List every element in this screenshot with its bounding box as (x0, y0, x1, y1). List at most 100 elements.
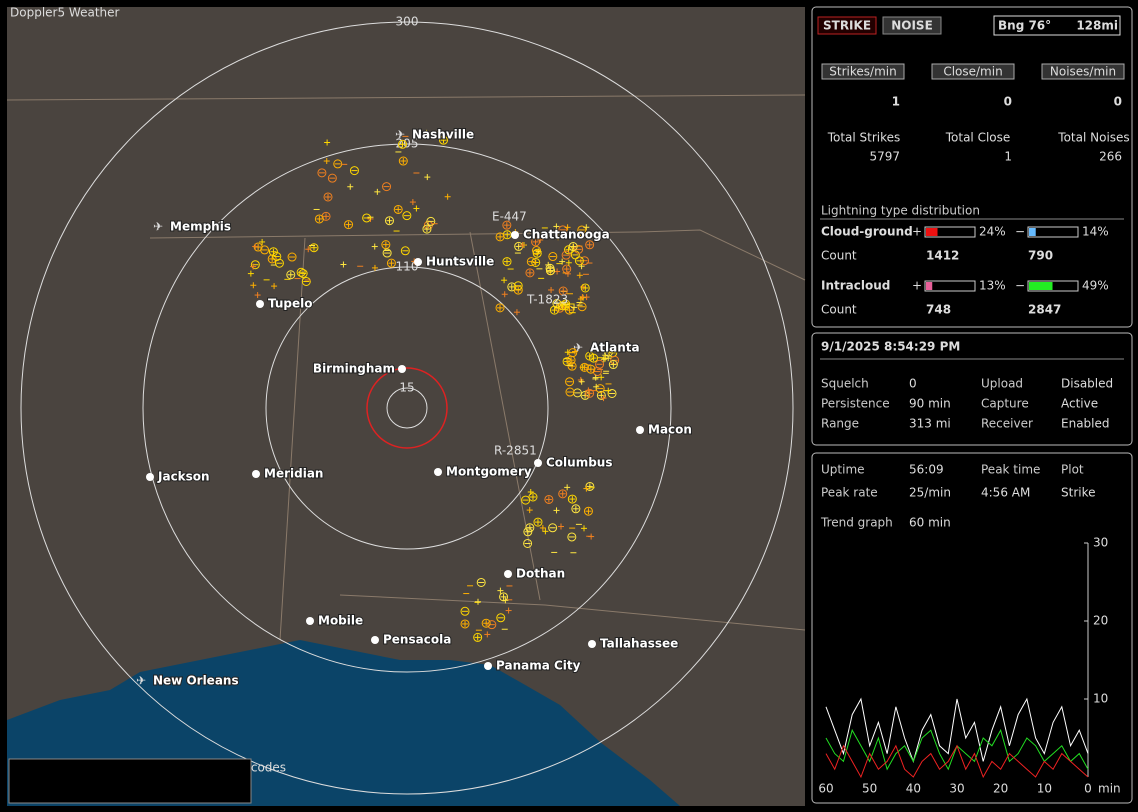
distance: 128mi (1076, 19, 1118, 33)
count-value: 790 (1028, 249, 1053, 263)
x-tick-label: 10 (1037, 782, 1052, 796)
strike-symbol (568, 242, 578, 252)
settings-panel (811, 332, 1133, 446)
x-tick-label: 30 (949, 782, 964, 796)
strike-symbol (523, 538, 533, 548)
city-label: Pensacola (383, 633, 451, 647)
strike-symbol (585, 240, 595, 250)
strike-symbol (495, 303, 505, 313)
sign: − (1015, 225, 1025, 239)
strike-tag: T-1823 (526, 293, 568, 307)
y-tick-label: 30 (1093, 536, 1108, 550)
city-label: Chattanooga (523, 228, 610, 242)
city-dot (252, 470, 260, 478)
strike-symbol (323, 192, 333, 202)
pct-label: 49% (1082, 279, 1109, 293)
y-tick-label: 10 (1093, 692, 1108, 706)
total-label: Total Close (945, 131, 1011, 145)
sign: + (912, 225, 922, 239)
strike-symbol (250, 260, 260, 270)
city-label: Atlanta (590, 341, 640, 355)
setting-label: Squelch (821, 377, 869, 391)
type-name: Cloud-ground (821, 225, 913, 239)
city-dot (511, 231, 519, 239)
strike-symbol (286, 270, 296, 280)
strike-symbol (460, 619, 470, 629)
strike-symbol (296, 267, 306, 277)
strike-symbol (301, 276, 311, 286)
city-label: Panama City (496, 659, 581, 673)
sign: − (1015, 279, 1025, 293)
setting-label: Capture (981, 397, 1029, 411)
pct-bar (926, 228, 938, 236)
city-label: Tallahassee (600, 637, 678, 651)
city-label: Nashville (412, 128, 474, 142)
strike-symbol (585, 481, 595, 491)
rate-value: 0 (1004, 95, 1012, 109)
setting-value: Disabled (1061, 377, 1113, 391)
strike-symbol (589, 353, 599, 363)
airport-icon: ✈ (573, 341, 583, 355)
strike-button[interactable] (817, 16, 877, 35)
strike-symbol (386, 258, 396, 268)
rate-value: 0 (1114, 95, 1122, 109)
strike-symbol (382, 248, 392, 258)
setting-value: 0 (909, 377, 917, 391)
strike-symbol (565, 377, 575, 387)
city-dot (371, 636, 379, 644)
strike-symbol (439, 135, 449, 145)
city-dot (398, 365, 406, 373)
count-value: 1412 (926, 249, 959, 263)
legend-box (8, 758, 252, 804)
strike-symbol (558, 286, 568, 296)
strike-symbol (526, 257, 536, 267)
strike-symbol (499, 592, 509, 602)
setting-label: Range (821, 417, 859, 431)
noise-button[interactable] (882, 16, 942, 35)
rate-value: 1 (892, 95, 900, 109)
strike-symbol (567, 494, 577, 504)
range-ring (386, 387, 428, 429)
setting-value: 313 mi (909, 417, 951, 431)
total-value: 266 (1099, 150, 1122, 164)
strike-symbol (583, 506, 593, 516)
stat-value: 25/min (909, 486, 951, 500)
x-unit: min (1098, 782, 1121, 796)
stat-label: Plot (1061, 463, 1084, 477)
distribution-title: Lightning type distribution (821, 204, 980, 218)
count-value: 2847 (1028, 303, 1061, 317)
x-tick-label: 60 (818, 782, 833, 796)
city-label: New Orleans (153, 674, 239, 688)
airport-icon: ✈ (395, 128, 405, 142)
city-label: Macon (648, 423, 692, 437)
total-value: 1 (1004, 150, 1012, 164)
strike-symbol (502, 220, 512, 230)
stat-label: Peak time (981, 463, 1040, 477)
x-tick-label: 20 (993, 782, 1008, 796)
strike-symbol (327, 173, 337, 183)
strike-symbol (525, 268, 535, 278)
clock: 9/1/2025 8:54:29 PM (821, 340, 960, 354)
city-dot (146, 473, 154, 481)
city-label: Memphis (170, 220, 231, 234)
range-ring (20, 21, 794, 795)
strike-symbol (561, 250, 571, 260)
strike-symbol (574, 244, 584, 254)
strike-symbol (481, 618, 491, 628)
strike-symbol (574, 256, 584, 266)
stat-label: Peak rate (821, 486, 878, 500)
type-name: Intracloud (821, 279, 890, 293)
strike-symbol (567, 532, 577, 542)
pct-label: 13% (979, 279, 1006, 293)
city-label: Jackson (157, 470, 210, 484)
strike-symbol (344, 220, 354, 230)
city-label: Dothan (516, 567, 565, 581)
strike-symbol (557, 301, 567, 311)
airport-icon: ✈ (136, 674, 146, 688)
strike-symbol (298, 269, 308, 279)
ring-label: 110 (396, 260, 419, 274)
city-label: Birmingham (313, 362, 395, 376)
rate-label: Noises/min (1050, 65, 1116, 79)
strike-symbol (426, 216, 436, 226)
city-label: Columbus (546, 456, 613, 470)
